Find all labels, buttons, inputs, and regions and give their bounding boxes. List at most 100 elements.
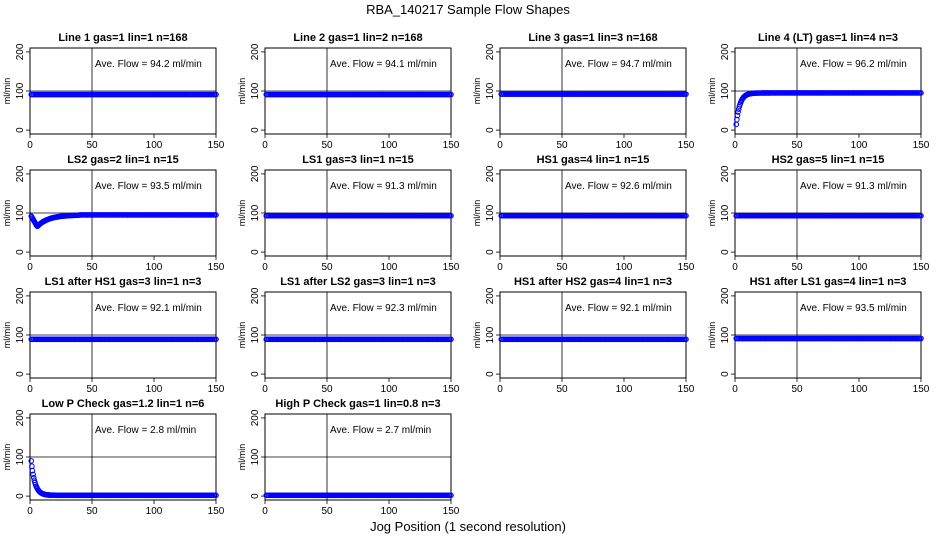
x-tick-label: 0 bbox=[27, 506, 33, 517]
y-tick-label: 200 bbox=[485, 165, 496, 182]
average-flow-annotation: Ave. Flow = 96.2 ml/min bbox=[800, 59, 907, 70]
average-flow-annotation: Ave. Flow = 91.3 ml/min bbox=[800, 181, 907, 192]
panel: LS1 after HS1 gas=3 lin=1 n=3 0 50 100 150 0 1… bbox=[2, 276, 225, 395]
data-point bbox=[448, 91, 454, 98]
x-tick-label: 150 bbox=[208, 262, 225, 273]
average-flow-annotation: Ave. Flow = 92.6 ml/min bbox=[565, 181, 672, 192]
y-axis-label: ml/min bbox=[2, 444, 12, 471]
y-axis-label: ml/min bbox=[472, 78, 482, 105]
data-series bbox=[28, 458, 219, 499]
y-tick-label: 100 bbox=[720, 82, 731, 99]
panel-title: LS1 after HS1 gas=3 lin=1 n=3 bbox=[45, 276, 202, 288]
x-tick-label: 150 bbox=[443, 506, 460, 517]
panel-title: Low P Check gas=1.2 lin=1 n=6 bbox=[42, 398, 205, 410]
data-series bbox=[28, 212, 219, 230]
y-axis-label: ml/min bbox=[237, 200, 247, 227]
panel: HS1 gas=4 lin=1 n=15 0 50 100 150 0 100 200 ml/m… bbox=[472, 154, 695, 273]
data-point bbox=[918, 90, 924, 96]
y-tick-label: 100 bbox=[720, 204, 731, 221]
data-series bbox=[498, 336, 689, 343]
x-tick-label: 50 bbox=[86, 506, 98, 517]
x-tick-label: 50 bbox=[321, 506, 333, 517]
y-tick-label: 200 bbox=[250, 287, 261, 304]
x-tick-label: 0 bbox=[262, 506, 268, 517]
y-tick-label: 200 bbox=[15, 43, 26, 60]
x-tick-label: 100 bbox=[146, 262, 163, 273]
y-tick-label: 100 bbox=[15, 326, 26, 343]
y-axis-label: ml/min bbox=[2, 322, 12, 349]
data-point bbox=[683, 336, 689, 343]
x-tick-label: 50 bbox=[321, 262, 333, 273]
x-tick-label: 100 bbox=[616, 262, 633, 273]
data-point bbox=[683, 91, 689, 97]
panel-title: LS1 after LS2 gas=3 lin=1 n=3 bbox=[280, 276, 436, 288]
y-tick-label: 0 bbox=[250, 249, 261, 255]
panel-title: HS1 after LS1 gas=4 lin=1 n=3 bbox=[750, 276, 907, 288]
x-tick-label: 0 bbox=[262, 140, 268, 151]
y-tick-label: 0 bbox=[485, 127, 496, 133]
x-tick-label: 150 bbox=[443, 384, 460, 395]
panel-title: Line 4 (LT) gas=1 lin=4 n=3 bbox=[758, 32, 898, 44]
panel-title: LS1 gas=3 lin=1 n=15 bbox=[302, 154, 414, 166]
x-tick-label: 50 bbox=[556, 140, 568, 151]
data-series bbox=[733, 90, 924, 128]
data-series bbox=[28, 336, 219, 343]
x-tick-label: 150 bbox=[208, 384, 225, 395]
y-tick-label: 0 bbox=[720, 371, 731, 377]
x-tick-label: 0 bbox=[497, 262, 503, 273]
y-tick-label: 200 bbox=[250, 43, 261, 60]
x-tick-label: 100 bbox=[616, 140, 633, 151]
data-point bbox=[918, 212, 924, 219]
y-tick-label: 100 bbox=[250, 82, 261, 99]
data-series bbox=[498, 91, 689, 97]
x-tick-label: 0 bbox=[27, 384, 33, 395]
y-tick-label: 0 bbox=[250, 371, 261, 377]
data-series bbox=[263, 212, 454, 219]
average-flow-annotation: Ave. Flow = 92.3 ml/min bbox=[330, 303, 437, 314]
data-series bbox=[733, 212, 924, 219]
average-flow-annotation: Ave. Flow = 94.2 ml/min bbox=[95, 59, 202, 70]
y-tick-label: 0 bbox=[485, 371, 496, 377]
x-tick-label: 50 bbox=[86, 384, 98, 395]
average-flow-annotation: Ave. Flow = 94.1 ml/min bbox=[330, 59, 437, 70]
y-tick-label: 0 bbox=[250, 493, 261, 499]
y-axis-label: ml/min bbox=[707, 200, 717, 227]
y-axis-label: ml/min bbox=[2, 78, 12, 105]
average-flow-annotation: Ave. Flow = 93.5 ml/min bbox=[800, 303, 907, 314]
data-point bbox=[734, 112, 741, 119]
y-axis-label: ml/min bbox=[2, 200, 12, 227]
y-tick-label: 100 bbox=[720, 326, 731, 343]
y-tick-label: 200 bbox=[15, 409, 26, 426]
data-point bbox=[683, 212, 689, 219]
y-axis-label: ml/min bbox=[707, 322, 717, 349]
y-tick-label: 200 bbox=[485, 43, 496, 60]
x-tick-label: 100 bbox=[616, 384, 633, 395]
x-tick-label: 150 bbox=[913, 384, 930, 395]
average-flow-annotation: Ave. Flow = 91.3 ml/min bbox=[330, 181, 437, 192]
data-series bbox=[498, 212, 689, 219]
data-point bbox=[448, 492, 454, 499]
average-flow-annotation: Ave. Flow = 2.7 ml/min bbox=[330, 425, 431, 436]
average-flow-annotation: Ave. Flow = 2.8 ml/min bbox=[95, 425, 196, 436]
data-series bbox=[28, 91, 219, 98]
x-tick-label: 150 bbox=[678, 384, 695, 395]
x-tick-label: 50 bbox=[791, 140, 803, 151]
y-tick-label: 0 bbox=[720, 249, 731, 255]
panel: HS1 after HS2 gas=4 lin=1 n=3 0 50 100 150 0 1… bbox=[472, 276, 695, 395]
y-tick-label: 200 bbox=[720, 287, 731, 304]
panel: Line 4 (LT) gas=1 lin=4 n=3 0 50 100 150 0 100… bbox=[707, 32, 930, 151]
panel: Line 2 gas=1 lin=2 n=168 0 50 100 150 0 100 200… bbox=[237, 32, 460, 151]
data-point bbox=[448, 212, 454, 219]
y-tick-label: 200 bbox=[15, 287, 26, 304]
y-tick-label: 100 bbox=[15, 204, 26, 221]
y-axis-label: ml/min bbox=[472, 322, 482, 349]
data-point bbox=[28, 458, 35, 464]
data-point bbox=[213, 212, 219, 218]
data-point bbox=[213, 91, 219, 98]
x-tick-label: 150 bbox=[443, 140, 460, 151]
x-tick-label: 150 bbox=[678, 262, 695, 273]
data-series bbox=[733, 335, 924, 342]
x-tick-label: 0 bbox=[262, 262, 268, 273]
x-tick-label: 100 bbox=[146, 506, 163, 517]
